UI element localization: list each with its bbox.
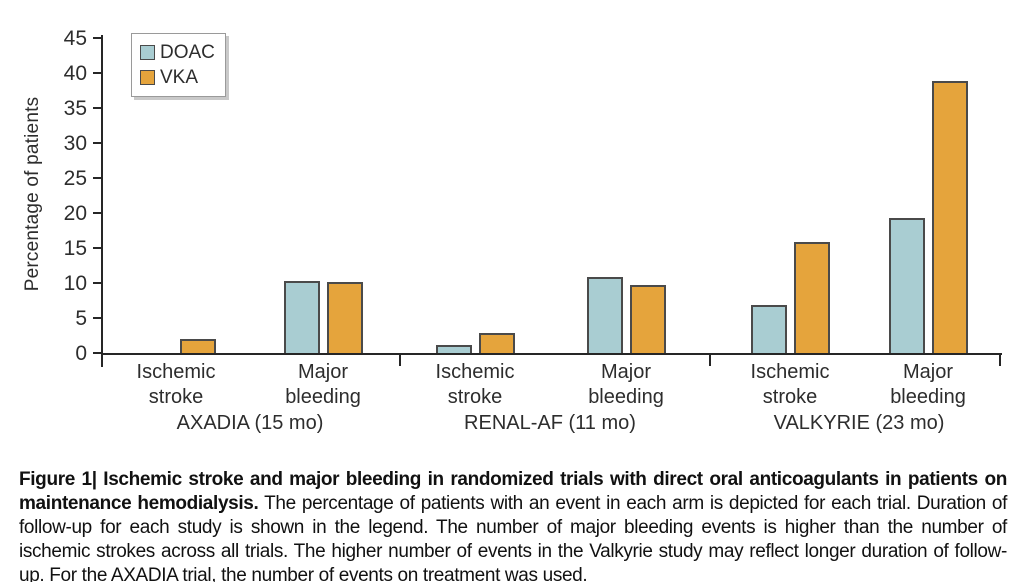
- y-axis-tick: [93, 212, 102, 214]
- bar-vka: [478, 333, 515, 355]
- bar-vka: [793, 242, 830, 355]
- caption-bold-lead: Figure 1| Ischemic stroke and major blee…: [19, 469, 1007, 514]
- y-axis-tick: [93, 72, 102, 74]
- y-axis-tick: [93, 282, 102, 284]
- group-label: RENAL-AF (11 mo): [464, 412, 636, 434]
- y-axis-tick: [93, 317, 102, 319]
- legend-row-vka: VKA: [140, 65, 215, 90]
- x-axis-group-tick: [709, 353, 711, 366]
- category-label: Ischemic stroke: [136, 361, 216, 408]
- y-axis-tick: [93, 352, 102, 354]
- y-axis-tick-label: 45: [63, 27, 87, 50]
- bar-vka: [326, 282, 363, 355]
- bar-chart: Percentage of patients 0 5 10 15 20 25 30 35 40 4…: [22, 27, 1002, 434]
- legend-swatch-vka: [140, 70, 155, 85]
- y-axis-tick-label: 20: [63, 202, 87, 225]
- y-axis-tick-label: 15: [63, 237, 87, 260]
- x-axis-group-tick: [999, 353, 1001, 366]
- figure-caption: Figure 1| Ischemic stroke and major blee…: [19, 468, 1007, 582]
- group-label: AXADIA (15 mo): [176, 412, 324, 434]
- y-axis-tick: [93, 247, 102, 249]
- x-axis-group-tick: [101, 353, 103, 366]
- legend-label: VKA: [160, 66, 199, 88]
- category-label: Ischemic stroke: [750, 361, 830, 408]
- category-label: Major bleeding: [285, 361, 361, 408]
- legend: DOAC VKA: [131, 33, 226, 97]
- category-label: Major bleeding: [890, 361, 966, 408]
- category-label: Ischemic stroke: [435, 361, 515, 408]
- bar-doac: [750, 305, 787, 355]
- category-label: Major bleeding: [588, 361, 664, 408]
- y-axis-tick-label: 10: [63, 272, 87, 295]
- legend-row-doac: DOAC: [140, 40, 215, 65]
- x-axis-group-tick: [399, 353, 401, 366]
- legend-label: DOAC: [160, 41, 215, 63]
- legend-swatch-doac: [140, 45, 155, 60]
- y-axis-title: Percentage of patients: [22, 96, 43, 292]
- y-axis-tick: [93, 177, 102, 179]
- bar-vka: [629, 285, 666, 355]
- y-axis-tick: [93, 142, 102, 144]
- y-axis-tick-label: 30: [63, 132, 87, 155]
- bar-doac: [888, 218, 925, 355]
- caption-body: The percentage of patients with an event…: [19, 493, 1007, 582]
- y-axis-line: [101, 35, 103, 367]
- y-axis-tick: [93, 107, 102, 109]
- bar-vka: [931, 81, 968, 355]
- y-axis-tick-label: 35: [63, 97, 87, 120]
- y-axis-tick-label: 40: [63, 62, 87, 85]
- bar-doac: [283, 281, 320, 355]
- group-label: VALKYRIE (23 mo): [773, 412, 945, 434]
- y-axis-tick-label: 25: [63, 167, 87, 190]
- bar-doac: [586, 277, 623, 355]
- y-axis-tick-label: 0: [75, 342, 87, 365]
- y-axis-tick: [93, 37, 102, 39]
- y-axis-tick-label: 5: [75, 307, 87, 330]
- x-axis-line: [101, 353, 1002, 355]
